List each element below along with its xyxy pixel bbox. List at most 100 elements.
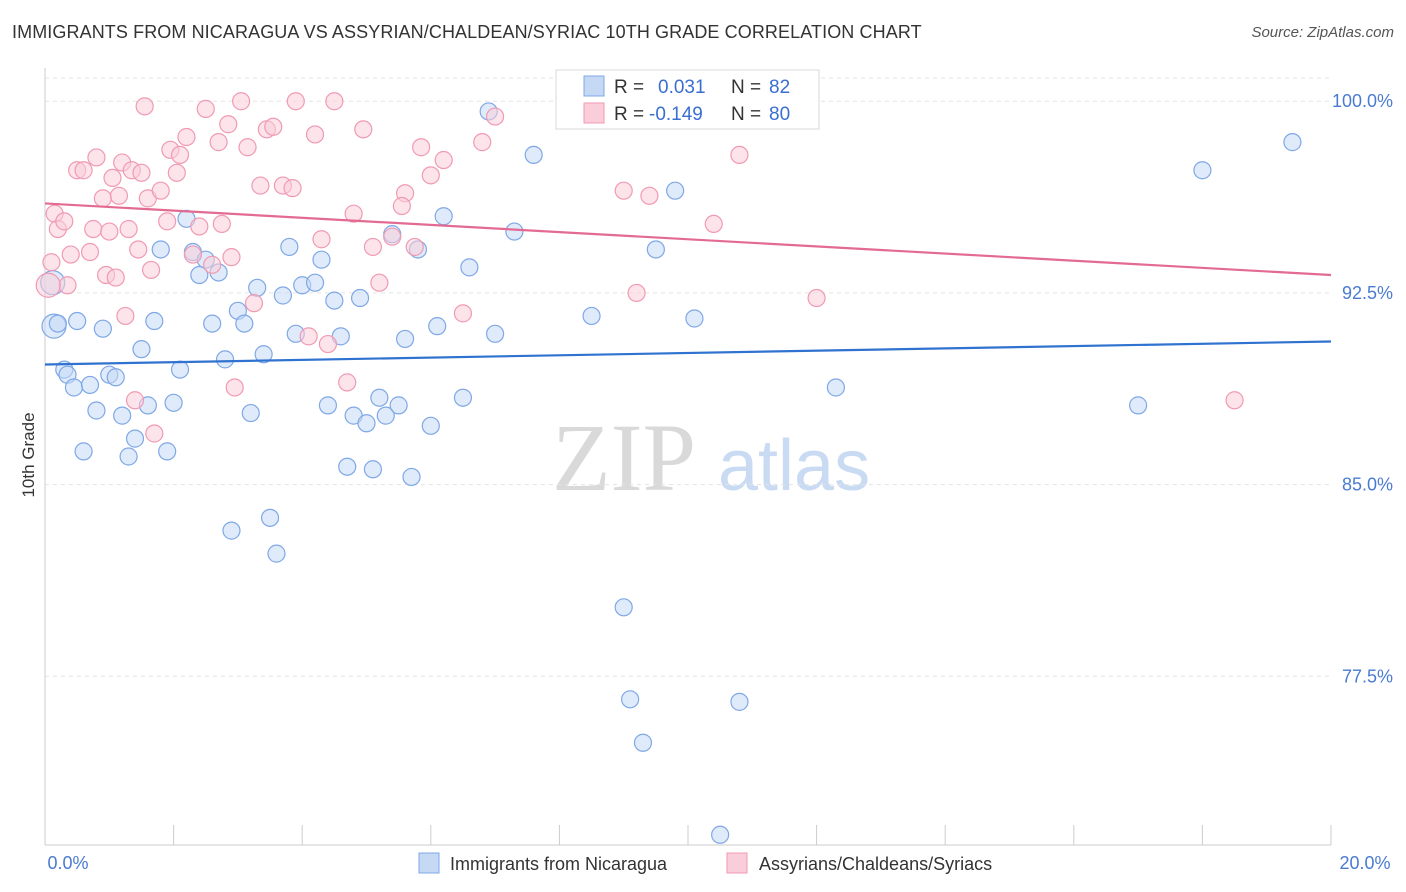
point-assyrian bbox=[129, 240, 148, 259]
point-nicaragua bbox=[1128, 396, 1148, 415]
point-assyrian bbox=[392, 196, 411, 216]
point-nicaragua bbox=[582, 306, 601, 326]
legend: R = 0.031 N = 82 R = -0.149 N = 80 bbox=[555, 69, 820, 130]
point-assyrian bbox=[473, 133, 492, 152]
bottom-legend-label-assyrian: Assyrians/Chaldeans/Syriacs bbox=[759, 854, 992, 874]
point-assyrian bbox=[61, 245, 80, 264]
bottom-legend-swatch-nicaragua bbox=[418, 852, 440, 874]
point-nicaragua bbox=[248, 278, 267, 297]
point-assyrian bbox=[434, 150, 453, 170]
point-nicaragua bbox=[666, 181, 685, 200]
point-nicaragua bbox=[158, 442, 177, 461]
trend-line-nicaragua bbox=[44, 340, 1332, 366]
point-assyrian bbox=[119, 219, 138, 239]
point-nicaragua bbox=[633, 733, 653, 752]
point-assyrian bbox=[486, 107, 505, 126]
point-assyrian bbox=[614, 181, 633, 200]
point-nicaragua bbox=[357, 414, 376, 433]
point-nicaragua bbox=[1193, 161, 1212, 180]
watermark-zip: ZIP bbox=[552, 404, 696, 511]
point-assyrian bbox=[453, 304, 473, 323]
point-assyrian bbox=[212, 214, 231, 234]
x-tick-label-min: 0.0% bbox=[47, 853, 88, 873]
point-assyrian bbox=[74, 161, 93, 180]
legend-r-label-1: R = bbox=[614, 77, 644, 98]
point-nicaragua bbox=[235, 314, 254, 333]
point-nicaragua bbox=[125, 429, 145, 448]
point-nicaragua bbox=[453, 388, 473, 407]
point-nicaragua bbox=[524, 145, 543, 165]
point-nicaragua bbox=[370, 388, 389, 407]
point-nicaragua bbox=[260, 508, 280, 527]
point-assyrian bbox=[151, 181, 170, 200]
point-assyrian bbox=[125, 391, 145, 410]
point-assyrian bbox=[405, 237, 424, 257]
point-assyrian bbox=[93, 189, 112, 208]
point-nicaragua bbox=[305, 273, 325, 292]
legend-r-value-1: 0.031 bbox=[658, 77, 706, 98]
point-assyrian bbox=[42, 253, 61, 272]
point-assyrian bbox=[807, 288, 826, 308]
legend-swatch-nicaragua bbox=[583, 75, 605, 97]
bottom-legend-swatch-assyrian bbox=[726, 852, 748, 874]
trend-lines bbox=[44, 202, 1332, 366]
point-assyrian bbox=[106, 268, 125, 287]
bottom-legend: Immigrants from Nicaragua Assyrians/Chal… bbox=[418, 852, 992, 874]
point-assyrian bbox=[363, 237, 383, 257]
point-nicaragua bbox=[350, 288, 370, 308]
chart-source: Source: ZipAtlas.com bbox=[1251, 24, 1394, 41]
point-nicaragua bbox=[711, 825, 730, 844]
point-assyrian bbox=[244, 294, 264, 313]
point-nicaragua bbox=[215, 350, 235, 369]
point-nicaragua bbox=[254, 345, 273, 364]
point-assyrian bbox=[177, 127, 196, 147]
data-points bbox=[35, 89, 1302, 844]
point-nicaragua bbox=[106, 368, 125, 387]
chart-title: IMMIGRANTS FROM NICARAGUA VS ASSYRIAN/CH… bbox=[12, 22, 922, 42]
point-assyrian bbox=[58, 276, 77, 295]
point-assyrian bbox=[344, 204, 363, 223]
point-assyrian bbox=[383, 227, 402, 246]
point-assyrian bbox=[141, 260, 161, 280]
point-nicaragua bbox=[389, 396, 408, 415]
y-tick-label: 77.5% bbox=[1342, 666, 1393, 686]
point-assyrian bbox=[209, 133, 228, 152]
point-assyrian bbox=[238, 138, 257, 157]
point-assyrian bbox=[55, 212, 74, 231]
point-assyrian bbox=[167, 163, 186, 182]
point-nicaragua bbox=[87, 401, 106, 420]
y-axis-label: 10th Grade bbox=[19, 412, 38, 497]
point-assyrian bbox=[225, 378, 244, 397]
point-nicaragua bbox=[614, 598, 633, 617]
point-assyrian bbox=[704, 214, 723, 234]
legend-n-label-2: N = bbox=[731, 104, 761, 125]
legend-r-value-2: -0.149 bbox=[649, 104, 703, 125]
point-assyrian bbox=[190, 217, 209, 236]
point-nicaragua bbox=[428, 317, 447, 336]
point-nicaragua bbox=[1283, 133, 1302, 152]
point-nicaragua bbox=[222, 521, 241, 540]
point-assyrian bbox=[183, 245, 202, 264]
point-assyrian bbox=[283, 179, 302, 198]
point-assyrian bbox=[251, 176, 270, 195]
point-assyrian bbox=[100, 222, 119, 241]
trend-line-assyrian bbox=[44, 202, 1332, 277]
gridlines bbox=[45, 77, 1331, 677]
point-nicaragua bbox=[93, 319, 112, 338]
point-nicaragua bbox=[190, 265, 209, 285]
legend-n-value-2: 80 bbox=[769, 104, 790, 125]
point-nicaragua bbox=[402, 467, 421, 487]
point-nicaragua bbox=[434, 207, 453, 226]
x-tick-labels: 0.0% 20.0% bbox=[47, 853, 1390, 873]
point-assyrian bbox=[286, 92, 305, 111]
point-assyrian bbox=[222, 248, 241, 267]
point-nicaragua bbox=[312, 250, 331, 269]
point-nicaragua bbox=[64, 378, 84, 397]
point-nicaragua bbox=[460, 258, 479, 277]
point-nicaragua bbox=[74, 442, 93, 461]
point-nicaragua bbox=[395, 329, 415, 349]
point-nicaragua bbox=[621, 690, 640, 709]
point-nicaragua bbox=[132, 340, 151, 359]
point-assyrian bbox=[103, 168, 122, 188]
